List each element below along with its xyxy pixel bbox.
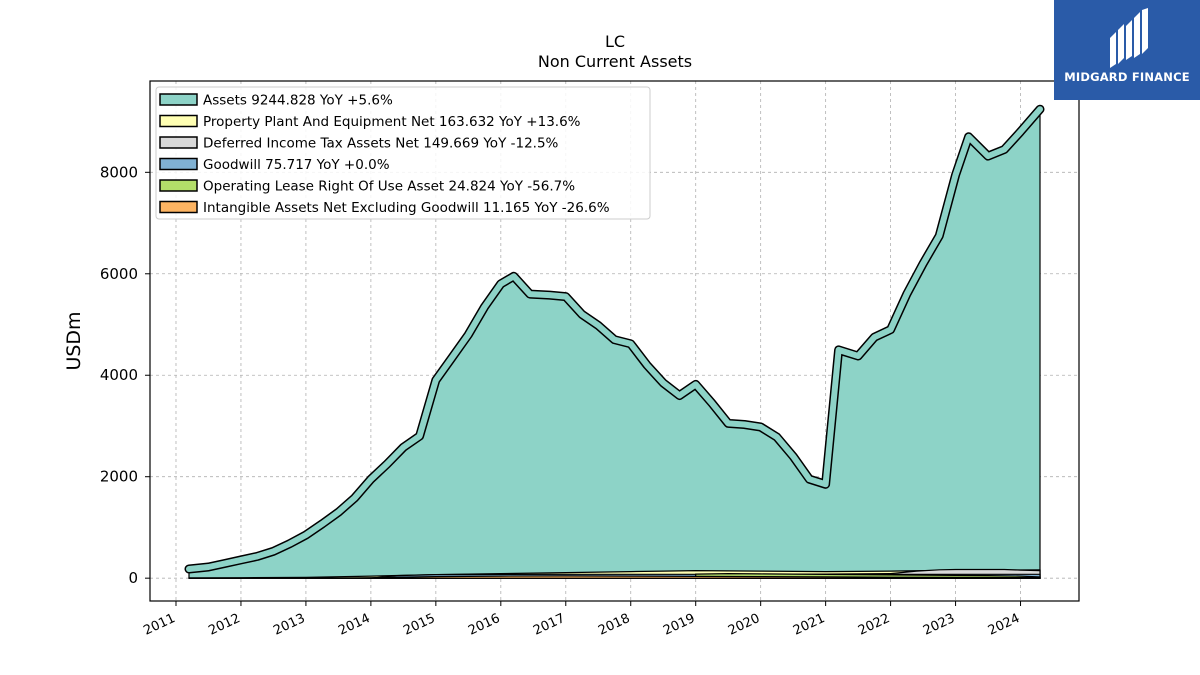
x-axis: 2011 2012 2013 2014 2015 2016 2017 2018 2019 2020…: [141, 601, 1022, 639]
plot-frame: [149, 80, 1080, 602]
y-tick-label: 6000: [100, 265, 138, 283]
legend-box: [155, 86, 651, 220]
chart-title: LC: [605, 32, 625, 51]
y-tick-label: 2000: [100, 468, 138, 486]
legend-label-4: Operating Lease Right Of Use Asset 24.82…: [203, 179, 575, 195]
x-tick-label: 2011: [141, 611, 177, 639]
legend-swatch-2: [159, 136, 198, 149]
brand-logo: MIDGARD FINANCE: [1054, 0, 1200, 100]
y-tick-label: 0: [128, 569, 138, 587]
legend-label-0: Assets 9244.828 YoY +5.6%: [203, 93, 393, 109]
legend-label-3: Goodwill 75.717 YoY +0.0%: [203, 157, 390, 173]
legend: Assets 9244.828 YoY +5.6% Property Plant …: [155, 86, 651, 220]
x-tick-label: 2015: [401, 611, 437, 639]
x-tick-label: 2021: [791, 611, 827, 639]
legend-swatch-4: [159, 179, 198, 192]
y-axis: 0 2000 4000 6000 8000: [100, 163, 150, 587]
chart-subtitle: Non Current Assets: [538, 52, 692, 71]
x-tick-label: 2014: [336, 611, 372, 639]
x-tick-label: 2017: [531, 611, 567, 639]
x-tick-label: 2016: [466, 611, 502, 639]
legend-label-1: Property Plant And Equipment Net 163.632…: [203, 114, 581, 130]
legend-swatch-5: [159, 200, 198, 214]
series-line-0: [186, 106, 1043, 572]
x-tick-label: 2018: [596, 611, 632, 639]
x-tick-label: 2024: [986, 611, 1022, 639]
x-tick-label: 2019: [661, 611, 697, 639]
x-tick-label: 2013: [271, 611, 307, 639]
logo-mark-icon: [1110, 8, 1148, 68]
plot-area: [184, 104, 1045, 579]
legend-label-5: Intangible Assets Net Excluding Goodwill…: [203, 200, 610, 216]
legend-swatch-1: [159, 114, 198, 128]
x-tick-label: 2012: [206, 611, 242, 639]
y-tick-label: 4000: [100, 366, 138, 384]
y-tick-label: 8000: [100, 163, 138, 181]
x-tick-label: 2023: [921, 611, 957, 639]
x-tick-label: 2020: [726, 611, 762, 639]
y-axis-label: USDm: [63, 311, 85, 370]
legend-label-2: Deferred Income Tax Assets Net 149.669 Y…: [203, 136, 559, 152]
legend-swatch-3: [159, 157, 198, 171]
series-area-5: [189, 575, 1041, 579]
logo-text: MIDGARD FINANCE: [1064, 70, 1190, 84]
x-tick-label: 2022: [856, 611, 892, 639]
legend-swatch-0: [159, 93, 198, 106]
